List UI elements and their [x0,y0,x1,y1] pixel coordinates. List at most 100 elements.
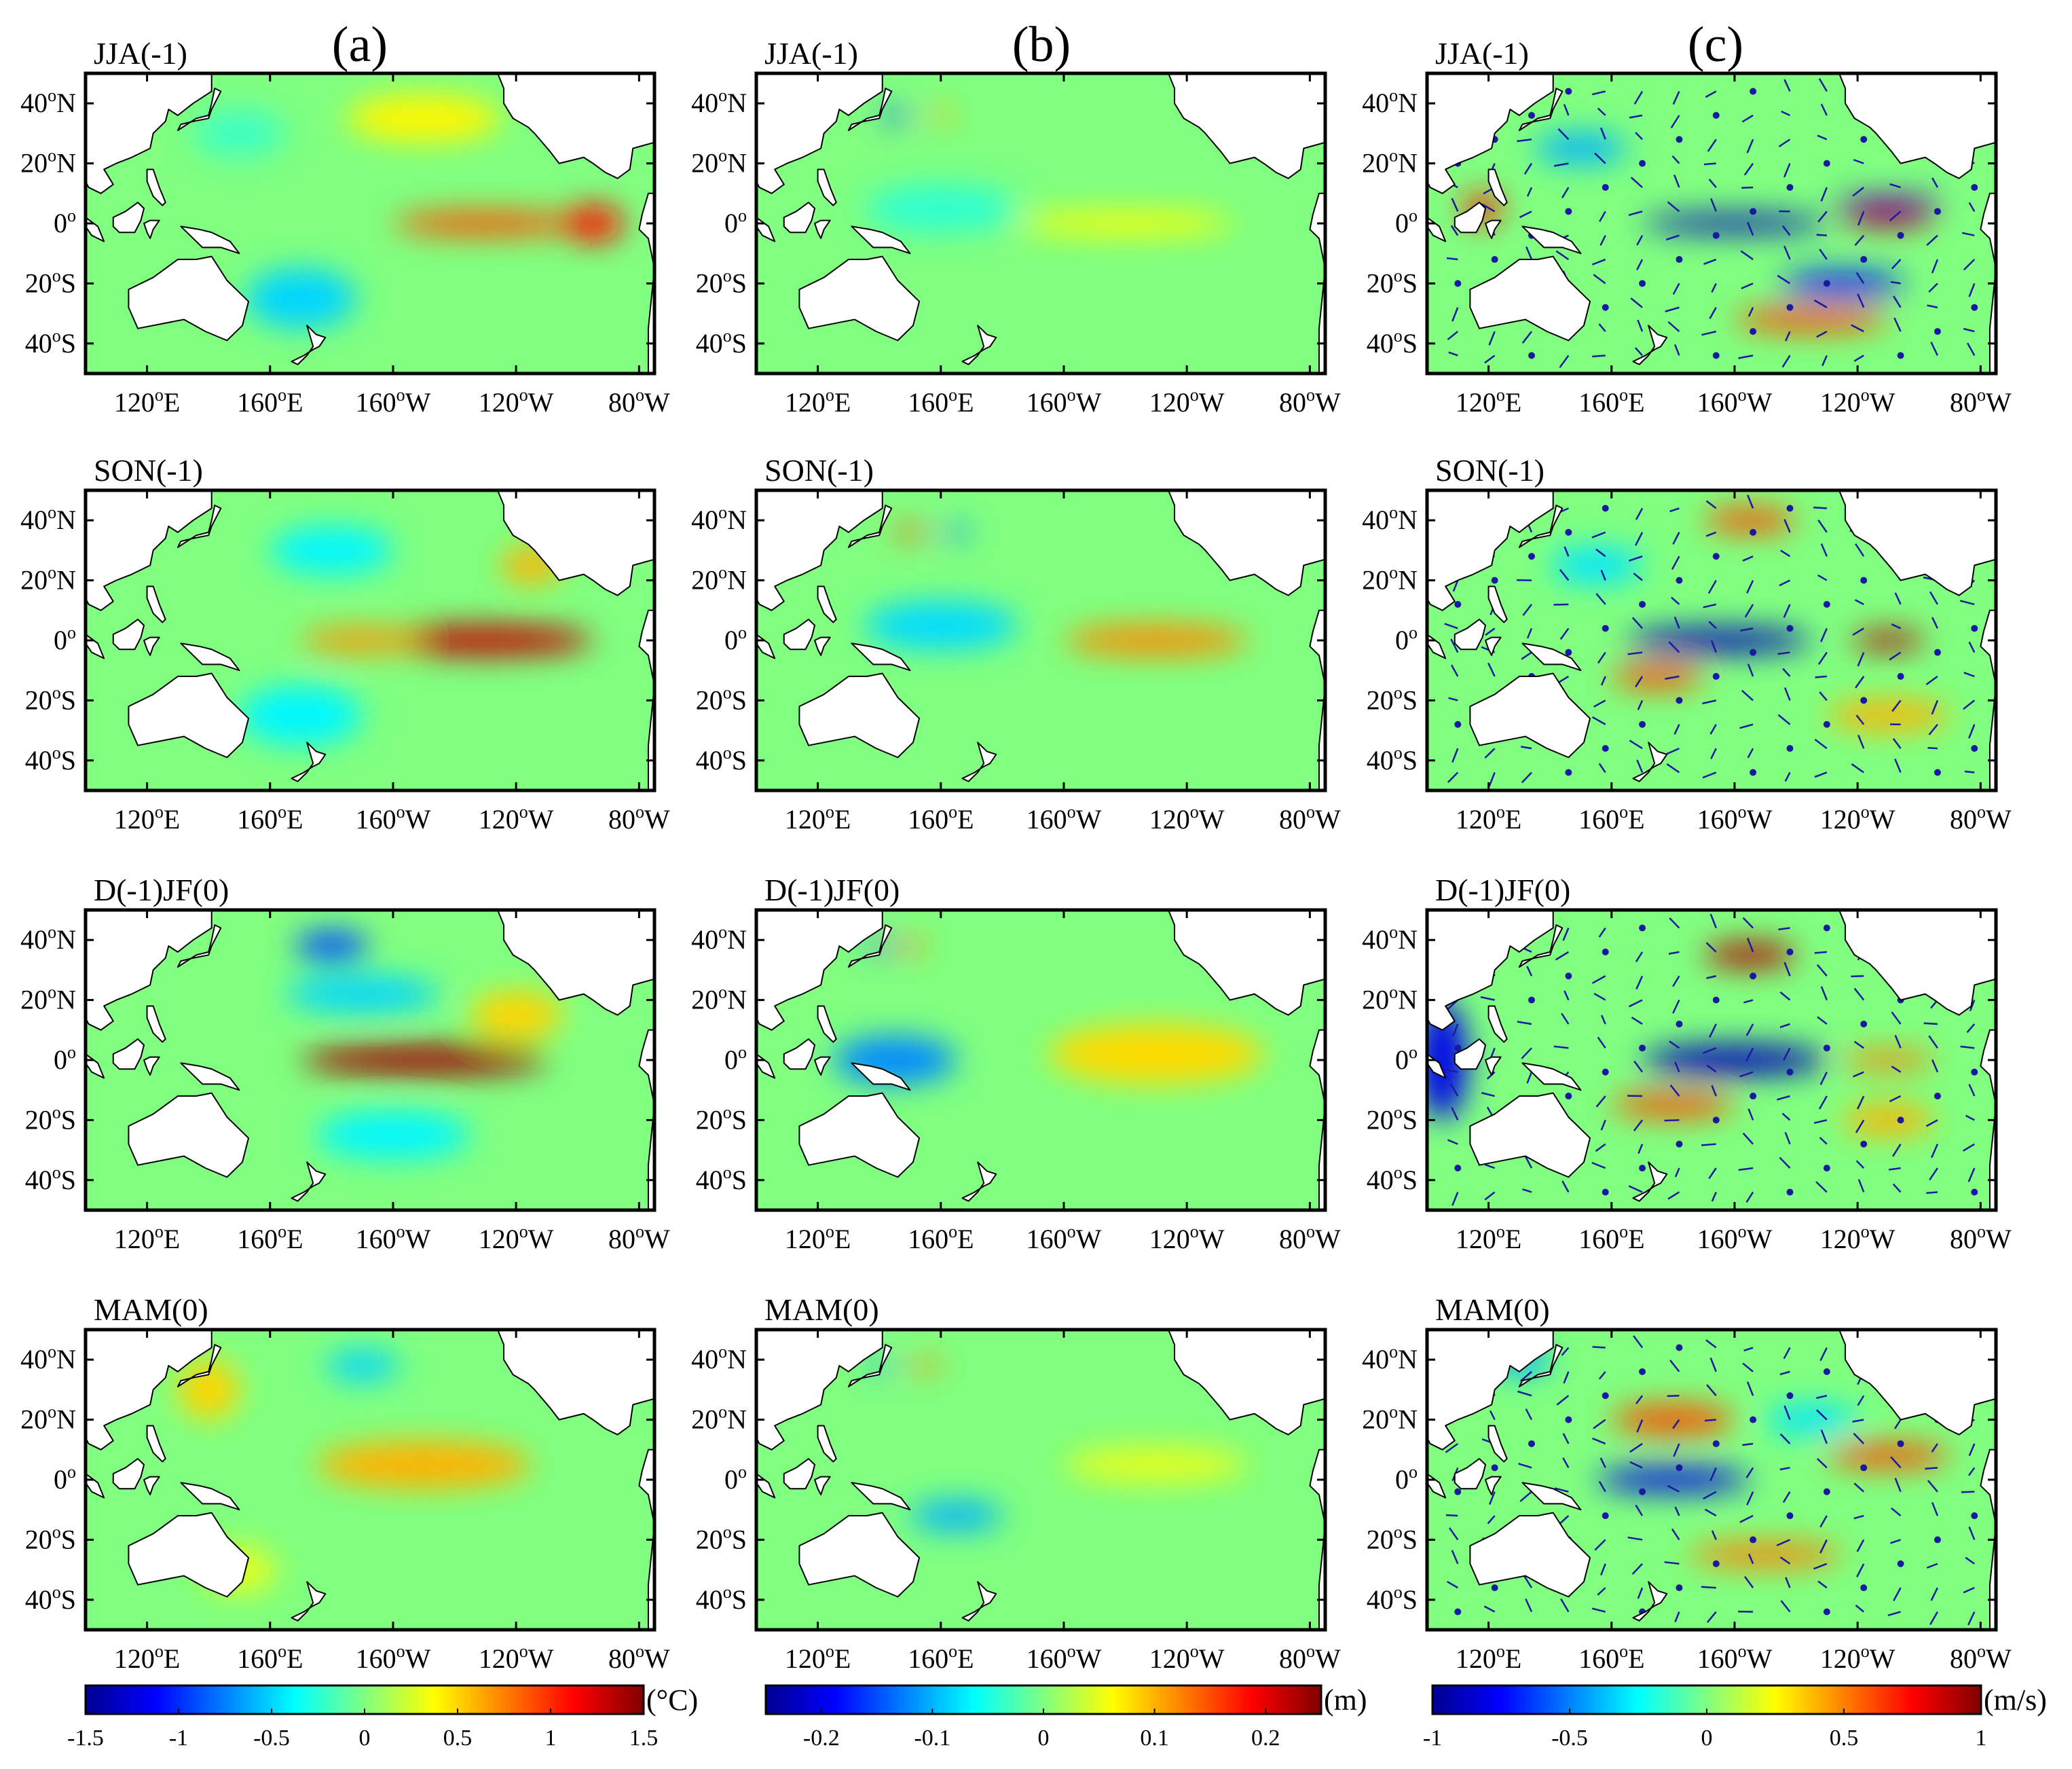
north-america-land [496,73,654,179]
wind-vector [1931,1502,1939,1516]
colorbar-tick-label: 0.2 [1251,1726,1280,1751]
anomaly-blob [864,601,1018,650]
wind-vector [1968,202,1976,212]
wind-vector [1818,78,1828,92]
colorbar-tick-label: 0 [1701,1726,1713,1751]
vector-dot [1639,1165,1646,1172]
wind-vector [1597,107,1606,116]
north-america-land [1167,1330,1325,1436]
y-tick-label: 40oS [25,326,76,359]
north-america-land [1167,490,1325,596]
wind-vector [1855,1119,1865,1133]
wind-vector [1893,1587,1902,1602]
new-guinea-land [1521,1062,1582,1091]
wind-vector [1593,699,1606,708]
y-tick-label: 40oS [696,743,747,776]
anomaly-layer [285,930,563,1159]
wind-vector [1779,1156,1791,1169]
sulawesi-land [1485,636,1502,657]
y-tick-label: 40oS [1367,1163,1418,1195]
anomaly-blob [1611,1093,1735,1117]
australia-land [128,672,250,759]
wind-vector [1780,549,1791,558]
colorbar-tick-label: 0.5 [1830,1726,1859,1751]
wind-vector [1673,344,1680,356]
anomaly-blob [325,1350,400,1381]
vector-dot [1602,745,1609,752]
australia-land [798,255,921,342]
wind-vector [1445,1442,1459,1453]
vector-dot [1676,1140,1683,1148]
vector-dot [1712,1440,1720,1447]
wind-vector [1779,991,1791,1001]
new-guinea-land [1521,225,1582,255]
field-a-2 [86,910,654,1210]
wind-vector [1891,259,1902,270]
wind-vector [1925,1467,1938,1470]
wind-vector [1926,1563,1938,1569]
anomaly-blob [1642,214,1827,233]
wind-vector [1524,1156,1533,1169]
wind-vector [1853,1071,1864,1078]
anomaly-blob [193,109,286,158]
wind-vector [1928,1035,1938,1049]
wind-vector [1894,1035,1902,1048]
north-america-land [1167,910,1325,1016]
wind-vector [1665,675,1680,680]
wind-vector [1564,546,1570,557]
wind-vector [1591,1161,1606,1169]
new-zealand-land [961,1581,997,1622]
field-b-2 [756,910,1325,1210]
wind-vector [1600,1015,1606,1025]
wind-vector [1931,259,1939,274]
wind-vector [1968,724,1976,739]
y-tick-label: 0o [54,1042,76,1075]
anomaly-layer [864,526,1248,656]
south-america-land [1309,1448,1325,1630]
new-zealand-land [291,325,327,365]
vector-dot [1897,1560,1904,1567]
philippines-land [146,1005,166,1043]
wind-vector [1563,104,1570,116]
vector-dot [1823,1044,1830,1052]
wind-vector [1711,1084,1717,1097]
wind-vector [1486,1071,1496,1080]
colorbar-tick-label: -0.1 [914,1726,950,1751]
colorbar-tick-label: -1 [1423,1726,1442,1751]
vector-dot [1491,577,1498,584]
wind-vector [1705,942,1717,953]
wind-vector [1817,651,1828,665]
wind-vector [1744,604,1754,618]
new-zealand-land [961,325,997,365]
wind-vector [1783,163,1791,178]
anomaly-blob [867,1360,892,1372]
wind-vector [1447,331,1459,341]
season-label: MAM(0) [764,1292,879,1327]
wind-vector [1706,1384,1717,1397]
wind-vector [1448,697,1458,701]
wind-vector [1446,1580,1458,1589]
wind-vector [1636,759,1644,773]
philippines-land [146,1425,166,1463]
colorbar-tick-label: 0 [359,1726,371,1751]
wind-vector [1703,1491,1717,1500]
vector-dot [1565,528,1572,536]
vector-dot [1823,1368,1830,1375]
wind-vector [1637,319,1644,332]
wind-vector [1819,1347,1828,1362]
column-label-a: (a) [332,17,388,73]
wind-vector [1742,1362,1754,1372]
wind-vector [1594,1539,1606,1551]
y-tick-label: 0o [1395,1462,1418,1495]
season-label: SON(-1) [1435,453,1544,488]
wind-vector [1816,234,1827,236]
vector-dot [1750,649,1757,656]
wind-vector [1451,1107,1459,1120]
wind-vector [1745,1191,1754,1203]
season-label: SON(-1) [764,453,874,488]
x-tick-label: 120oE [1456,1222,1521,1254]
vector-dot [1491,1464,1498,1472]
wind-vector [1633,90,1644,105]
x-tick-label: 120oE [785,1641,851,1674]
wind-vector [1488,331,1496,346]
